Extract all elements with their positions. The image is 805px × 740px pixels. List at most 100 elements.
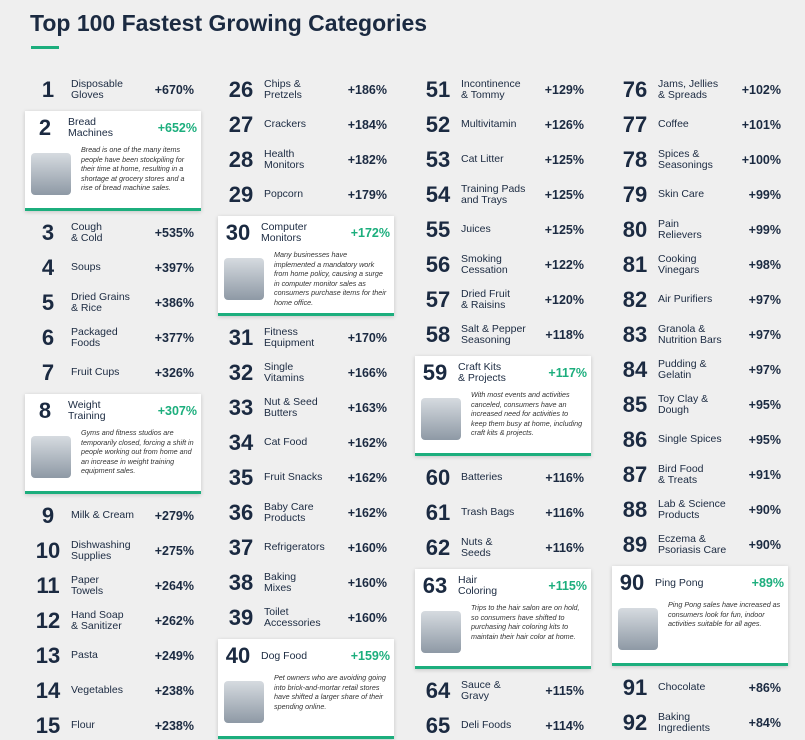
product-image [31,436,71,478]
category-row: 39 Toilet Accessories +160% [221,600,391,635]
growth: +160% [347,610,387,625]
category-row: 10 Dishwashing Supplies +275% [28,533,198,568]
category-name: Refrigerators [264,541,325,553]
growth: +326% [154,365,194,380]
category-row: 6 Packaged Foods +377% [28,320,198,355]
growth: +99% [748,222,781,237]
category-name: Juices [461,223,491,235]
category-name: Milk & Cream [71,509,135,521]
growth: +377% [154,330,194,345]
category-name: Baby Care Products [264,500,314,524]
category-name: Computer Monitors [261,221,308,244]
rank: 34 [228,429,254,455]
rank: 26 [228,76,254,102]
category-name: Chips & Pretzels [264,77,302,101]
category-name: Baking Mixes [264,570,297,594]
growth: +126% [544,117,584,132]
category-row: 84 Pudding & Gelatin +97% [615,352,785,387]
category-name: Disposable Gloves [71,77,123,101]
rank: 79 [622,181,648,207]
category-row: 5 Dried Grains & Rice +386% [28,285,198,320]
growth: +386% [154,295,194,310]
category-name: Salt & Pepper Seasoning [461,322,526,346]
category-name: Multivitamin [461,118,517,130]
category-row: 54 Training Pads and Trays +125% [418,177,588,212]
rank: 57 [425,286,451,312]
category-row: 51 Incontinence & Tommy +129% [418,72,588,107]
rank: 3 [41,219,55,245]
category-row: 4 Soups +397% [28,250,198,285]
highlight-card: 8 Weight Training +307% Gyms and fitness st… [25,394,201,494]
rank: 77 [622,111,648,137]
category-row: 12 Hand Soap & Sanitizer +262% [28,603,198,638]
growth: +670% [154,82,194,97]
category-row: 1 Disposable Gloves +670% [28,72,198,107]
rank: 61 [425,499,451,525]
card-body: With most events and activities canceled… [415,390,591,440]
growth: +125% [544,187,584,202]
category-row: 65 Deli Foods +114% [418,708,588,740]
rank: 31 [228,324,254,350]
product-image [618,608,658,650]
rank: 91 [622,674,648,700]
rank: 36 [228,499,254,525]
category-row: 86 Single Spices +95% [615,422,785,457]
rank: 4 [41,254,55,280]
rank: 92 [622,709,648,735]
growth: +182% [347,152,387,167]
growth: +238% [154,683,194,698]
category-name: Coffee [658,118,689,130]
rank: 12 [35,607,61,633]
column: 76 Jams, Jellies & Spreads +102% 77 Coffee +1… [612,72,788,740]
rank: 84 [622,356,648,382]
category-row: 31 Fitness Equipment +170% [221,320,391,355]
rank: 60 [425,464,451,490]
rank: 1 [41,76,55,102]
rank: 40 [225,643,251,668]
growth: +179% [347,187,387,202]
rank: 6 [41,324,55,350]
rank: 11 [36,572,60,598]
growth: +116% [545,470,584,485]
rank: 54 [425,181,451,207]
category-name: Incontinence & Tommy [461,77,521,101]
product-image [421,611,461,653]
growth: +98% [748,257,781,272]
category-row: 61 Trash Bags +116% [418,495,588,530]
rank: 10 [35,537,61,563]
category-row: 9 Milk & Cream +279% [28,498,198,533]
product-image [31,153,71,195]
category-row: 11 Paper Towels +264% [28,568,198,603]
growth: +118% [545,327,584,342]
category-name: Nut & Seed Butters [264,395,318,419]
category-name: Chocolate [658,681,706,693]
rank: 51 [425,76,451,102]
category-name: Popcorn [264,188,304,200]
category-name: Dried Grains & Rice [71,290,130,314]
title-underline [31,46,59,49]
growth: +264% [154,578,194,593]
category-name: Ping Pong [655,576,704,589]
card-body: Bread is one of the many items people ha… [25,145,201,195]
category-name: Vegetables [71,684,123,696]
growth: +279% [154,508,194,523]
rank: 32 [228,359,254,385]
description: Ping Pong sales have increased as consum… [668,600,781,628]
category-name: Flour [71,719,95,731]
category-name: Granola & Nutrition Bars [658,322,722,346]
category-name: Pasta [71,649,98,661]
rank: 65 [425,712,451,738]
rank: 81 [622,251,648,277]
growth: +652% [157,121,197,135]
category-row: 2 Bread Machines +652% [25,111,201,145]
category-name: Packaged Foods [71,325,118,349]
category-name: Hand Soap & Sanitizer [71,608,124,632]
category-name: Weight Training [68,399,106,422]
category-row: 80 Pain Relievers +99% [615,212,785,247]
growth: +125% [544,152,584,167]
category-name: Bread Machines [68,116,113,139]
category-name: Deli Foods [461,719,512,731]
growth: +163% [347,400,387,415]
growth: +122% [544,257,584,272]
growth: +535% [154,225,194,240]
